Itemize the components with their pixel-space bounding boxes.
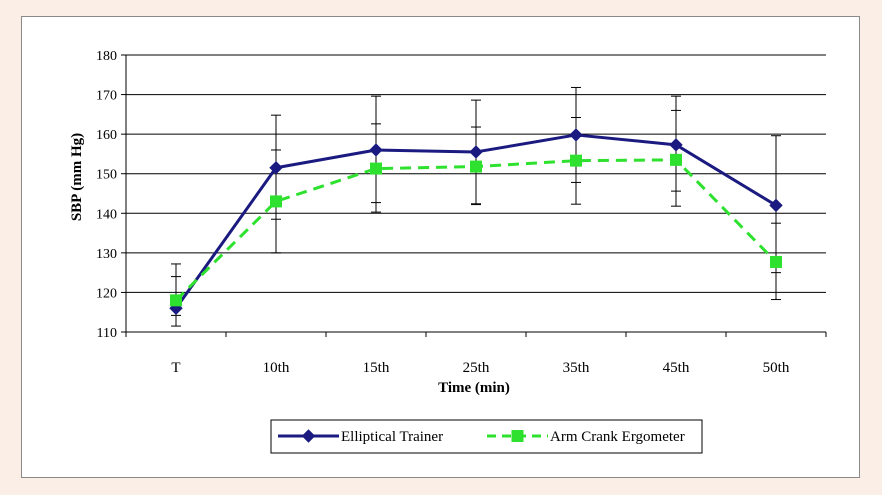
y-tick-label-150: 150	[96, 168, 117, 183]
series-markers	[169, 128, 783, 315]
x-tick-label-50th: 50th	[763, 360, 790, 376]
y-tick-label-120: 120	[96, 286, 117, 301]
point-elliptical-trainer-45th	[669, 138, 683, 152]
y-tick-label-130: 130	[96, 247, 117, 262]
y-tick-label-160: 160	[96, 128, 117, 143]
y-tick-label-110: 110	[97, 326, 117, 341]
legend: Elliptical Trainer Arm Crank Ergometer	[270, 419, 703, 454]
legend-marker-elliptical-trainer	[301, 429, 316, 443]
x-tick-labels: T 10th 15th 25th 35th 45th 50th	[171, 360, 789, 376]
legend-label-arm-crank-ergometer: Arm Crank Ergometer	[550, 429, 685, 445]
legend-marker-shape-elliptical-trainer	[301, 429, 316, 443]
y-tick-label-170: 170	[96, 89, 117, 104]
x-tick-label-45th: 45th	[663, 360, 690, 376]
x-tick-label-25th: 25th	[463, 360, 490, 376]
sbp-line-chart: 110 120 130 140 150 160 170 180 T 10th 15th 25th 35…	[69, 49, 827, 454]
y-axis-label: SBP (mm Hg)	[69, 133, 85, 221]
point-elliptical-trainer-10th	[269, 161, 283, 175]
legend-marker-arm-crank-ergometer	[511, 430, 524, 442]
point-arm-crank-ergometer-t	[170, 294, 182, 307]
legend-label-elliptical-trainer: Elliptical Trainer	[341, 429, 443, 445]
x-axis-label: Time (min)	[438, 380, 510, 396]
y-tick-label-180: 180	[96, 49, 117, 64]
y-tick-labels: 110 120 130 140 150 160 170 180	[96, 49, 117, 341]
point-arm-crank-ergometer-15th	[370, 162, 382, 175]
point-elliptical-trainer-50th	[769, 198, 783, 213]
axes	[121, 54, 827, 337]
error-bars	[171, 86, 781, 327]
legend-box	[270, 419, 703, 454]
x-tick-label-15th: 15th	[363, 360, 390, 376]
point-elliptical-trainer-25th	[469, 145, 483, 159]
point-arm-crank-ergometer-35th	[570, 154, 582, 167]
x-tick-label-t: T	[171, 360, 180, 376]
point-arm-crank-ergometer-45th	[670, 153, 682, 166]
point-arm-crank-ergometer-25th	[470, 160, 482, 173]
x-tick-label-10th: 10th	[263, 360, 290, 376]
y-tick-label-140: 140	[96, 207, 117, 222]
point-elliptical-trainer-35th	[569, 128, 583, 142]
chart-frame: 110 120 130 140 150 160 170 180 T 10th 15th 25th 35…	[21, 16, 860, 478]
point-arm-crank-ergometer-10th	[270, 195, 282, 208]
point-elliptical-trainer-15th	[369, 143, 383, 157]
point-arm-crank-ergometer-50th	[770, 255, 782, 268]
x-tick-label-35th: 35th	[563, 360, 590, 376]
legend-marker-shape-arm-crank-ergometer	[511, 430, 524, 442]
